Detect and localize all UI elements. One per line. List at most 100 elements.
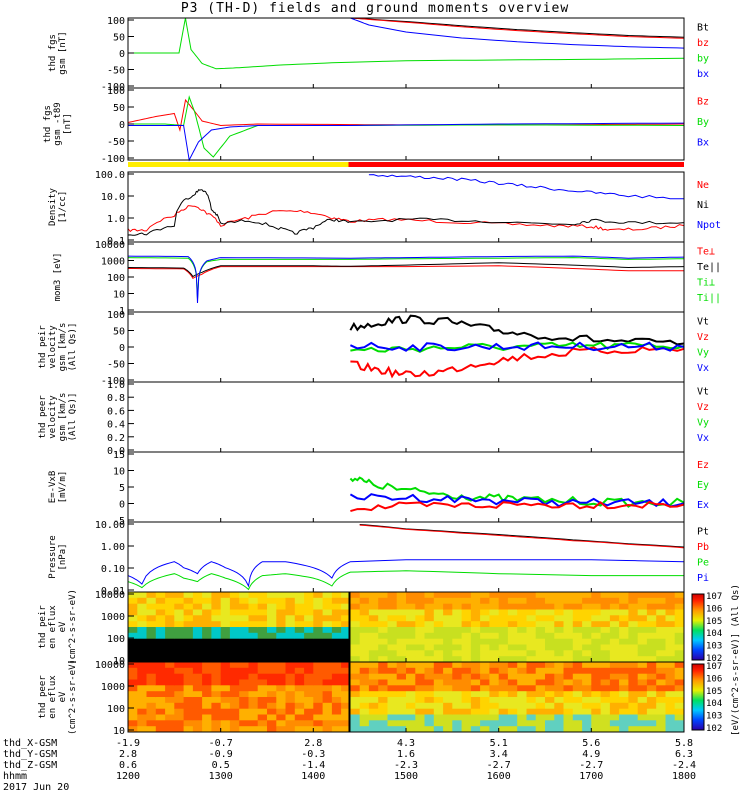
spectro-cell [359,621,370,628]
spectro-cell [202,673,212,680]
panel-frame [127,381,685,453]
spectro-cell [591,592,602,599]
spectro-cell [396,726,407,733]
spectro-cell [285,609,296,616]
spectro-cell [137,609,148,616]
spectro-cell [322,667,333,675]
y-tick-label: 0.0 [107,446,125,457]
spectro-cell [146,662,157,669]
spectro-cell [183,638,194,645]
spectro-cell [146,621,157,628]
legend-entry: Pi [697,573,709,584]
y-axis-label: eV [58,691,68,702]
spectro-cell [545,685,555,692]
spectro-cell [591,702,602,710]
spectro-cell [239,667,249,675]
spectro-cell [480,726,490,733]
spectro-cell [470,708,481,715]
spectro-cell [628,685,639,692]
spectro-cell [545,691,555,698]
spectro-cell [174,597,185,605]
colorbar-tick: 103 [706,712,722,722]
spectro-cell [526,667,537,675]
spectro-cell [239,621,249,628]
spectro-cell [211,662,222,669]
spectro-cell [406,644,416,651]
spectro-cell [480,638,490,645]
spectro-cell [331,656,342,663]
series-line-bx [350,17,685,49]
spectro-cell [304,679,314,686]
spectro-cell [211,650,222,657]
spectro-cell [331,627,342,634]
spectro-cell [267,714,277,721]
spectro-cell [368,656,379,663]
spectro-cell [415,702,426,710]
spectro-cell [267,644,277,651]
spectro-cell [331,621,342,628]
spectro-cell [257,644,268,651]
spectro-cell [368,627,379,634]
series-line-By [128,95,685,158]
spectro-cell [304,644,314,651]
spectro-cell [517,708,527,715]
y-tick-label: 10000 [95,240,125,251]
spectro-cell [146,656,157,663]
spectro-cell [248,708,259,715]
spectro-cell [322,702,333,710]
spectro-cell [304,650,314,657]
spectro-cell [498,685,509,692]
spectro-cell [248,615,259,622]
spectro-cell [498,708,509,715]
series-line-Vt [349,314,685,346]
spectro-cell [229,702,240,710]
spectro-cell [285,720,296,727]
spectro-cell [554,603,565,610]
spectro-cell [507,656,518,663]
spectro-cell [424,691,435,698]
spectro-cell [452,691,463,698]
spectro-cell [128,650,138,657]
spectro-cell [248,726,259,733]
spectro-cell [396,592,407,599]
spectro-cell [526,673,537,680]
y-axis-label: thd fgs [48,34,58,72]
spectro-cell [656,609,666,616]
spectro-cell [452,726,463,733]
legend-entry: Vt [697,386,709,397]
spectro-cell [498,720,509,727]
spectro-cell [128,638,138,645]
spectro-cell [619,638,629,645]
spectro-cell [461,597,472,605]
spectro-cell [155,644,166,651]
y-tick-label: -100 [101,154,125,165]
legend-entry: Ez [697,460,709,471]
spectro-cell [396,685,407,692]
spectro-cell [331,592,342,599]
spectro-cell [229,632,240,640]
y-tick-label: 10 [113,290,125,301]
spectro-cell [239,650,249,657]
spectro-cell [452,662,463,669]
spectro-cell [609,615,620,622]
spectro-cell [498,702,509,710]
spectro-cell [165,615,175,622]
spectro-cell [665,609,676,616]
spectro-cell [313,685,324,692]
spectro-cell [646,702,657,710]
spectro-cell [591,603,602,610]
spectro-cell [628,644,639,651]
spectro-cell [461,691,472,698]
spectro-cell [165,697,175,704]
spectro-cell [637,667,648,675]
ephemeris-value: 0.5 [212,760,230,771]
spectro-cell [387,702,398,710]
spectro-cell [313,621,324,628]
spectro-cell [304,673,314,680]
spectro-cell [600,667,611,675]
spectro-cell [545,638,555,645]
spectro-cell [545,667,555,675]
